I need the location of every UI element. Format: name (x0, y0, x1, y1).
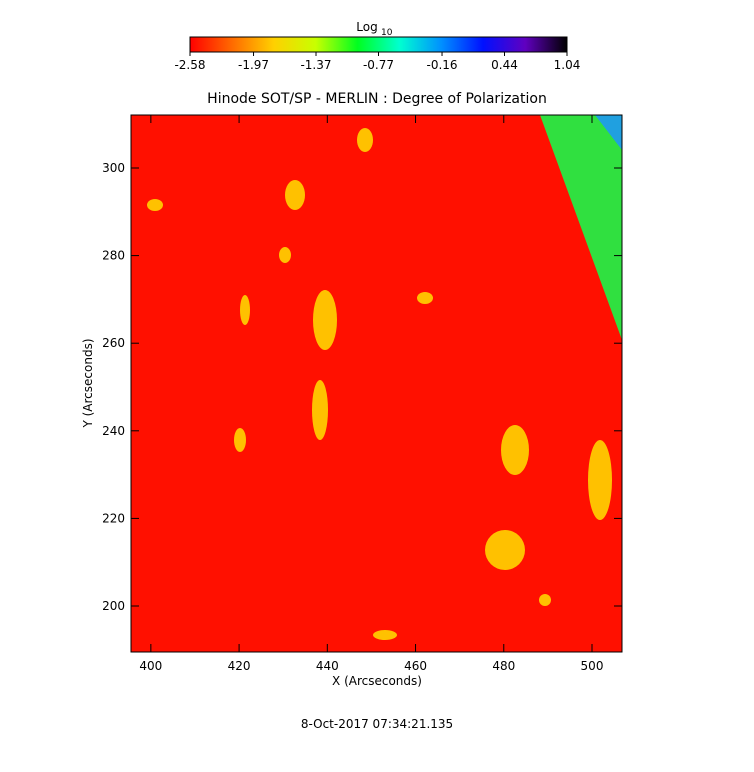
y-tick-label: 260 (102, 336, 125, 350)
colorbar-tick-label: 1.04 (554, 58, 581, 72)
colorbar-tick-label: -0.77 (363, 58, 394, 72)
colorbar-label-subscript: 10 (381, 28, 393, 38)
colorbar (189, 36, 568, 53)
x-axis-label: X (Arcseconds) (332, 674, 422, 688)
image (131, 115, 622, 652)
x-tick-label: 420 (228, 659, 251, 673)
y-tick-label: 200 (102, 599, 125, 613)
colorbar-tick-label: -2.58 (174, 58, 205, 72)
y-tick-label: 220 (102, 511, 125, 525)
colorbar-label: Log (356, 20, 377, 34)
chart-title: Hinode SOT/SP - MERLIN : Degree of Polar… (207, 91, 547, 107)
plot-frame (130, 114, 623, 653)
colorbar-tick-label: -0.16 (426, 58, 457, 72)
y-tick-label: 240 (102, 424, 125, 438)
colorbar-tick-label: -1.37 (300, 58, 331, 72)
colorbar-tick-label: -1.97 (238, 58, 269, 72)
colorbar-tick-label: 0.44 (491, 58, 518, 72)
axes: 400 420 440 460 480 500 200 220 240 260 280 300 -2.5… (102, 52, 622, 673)
x-tick-label: 400 (139, 659, 162, 673)
x-tick-label: 460 (404, 659, 427, 673)
x-tick-label: 440 (316, 659, 339, 673)
image-region (595, 115, 622, 150)
x-tick-label: 500 (581, 659, 604, 673)
y-axis-label: Y (Arcseconds) (81, 338, 95, 428)
y-tick-label: 300 (102, 161, 125, 175)
image-region (540, 115, 622, 340)
image-features (147, 128, 612, 640)
timestamp: 8-Oct-2017 07:34:21.135 (301, 717, 453, 731)
y-tick-label: 280 (102, 249, 125, 263)
image-background (131, 115, 622, 652)
x-tick-label: 480 (492, 659, 515, 673)
